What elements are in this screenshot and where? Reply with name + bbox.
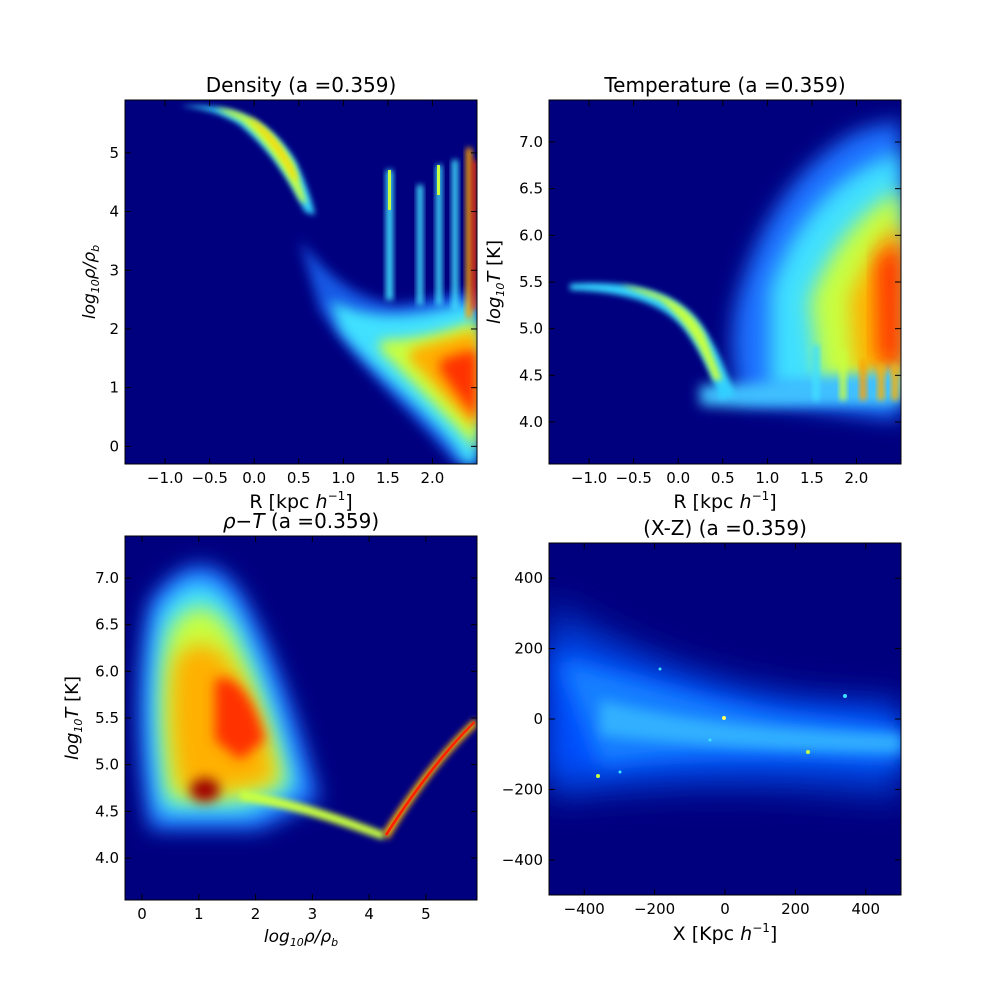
y-tick-label: 6.5: [519, 180, 543, 198]
y-tick-label: 4: [109, 203, 119, 221]
chart-title: (X-Z) (a =0.359): [643, 516, 807, 540]
y-axis-label: log10ρ/ρb: [80, 245, 102, 319]
y-tick-label: 0: [533, 710, 543, 728]
y-tick-label: 400: [514, 569, 543, 587]
y-tick-label: 4.5: [95, 802, 119, 820]
x-ticks: 0 1 2 3 4 5: [137, 536, 431, 923]
panel-temperature: −1.0 −0.5 0.0 0.5 1.0 1.5 2.0 4.0 4.5 5.0 5.5 6.0 6…: [484, 73, 902, 513]
x-axis-label: R [kpc h−1]: [673, 489, 776, 513]
y-tick-label: 7.0: [519, 133, 543, 151]
chart-title: ρ−T (a =0.359): [223, 509, 379, 533]
x-tick-label: −1.0: [571, 469, 607, 487]
y-tick-label: 1: [109, 379, 119, 397]
panel-x-z: −400 −200 0 200 400 −400 −200 0 200 400 (X-Z) (a…: [502, 516, 902, 945]
x-tick-label: 0.5: [287, 469, 311, 487]
y-tick-label: 5.0: [95, 756, 119, 774]
chart-title: Density (a =0.359): [206, 73, 397, 97]
x-tick-label: 3: [308, 905, 318, 923]
x-tick-label: 0.0: [242, 469, 266, 487]
x-tick-label: 2: [251, 905, 261, 923]
x-tick-label: −0.5: [615, 469, 651, 487]
x-tick-label: −400: [564, 900, 605, 918]
x-axis-label: R [kpc h−1]: [249, 489, 352, 513]
heatmap-x-z: [549, 600, 901, 800]
x-axis-label: X [Kpc h−1]: [673, 921, 778, 945]
heatmap-temperature: [570, 120, 901, 420]
y-tick-label: −200: [502, 780, 543, 798]
x-ticks: −1.0 −0.5 0.0 0.5 1.0 1.5 2.0: [147, 100, 444, 487]
x-tick-label: −1.0: [147, 469, 183, 487]
x-tick-label: 0.0: [666, 469, 690, 487]
y-ticks: 4.0 4.5 5.0 5.5 6.0 6.5 7.0: [95, 569, 477, 867]
x-tick-label: 5: [421, 905, 431, 923]
y-tick-label: 2: [109, 320, 119, 338]
y-tick-label: 6.0: [95, 662, 119, 680]
x-tick-label: 0.5: [711, 469, 735, 487]
x-tick-label: 4: [364, 905, 374, 923]
x-tick-label: −0.5: [191, 469, 227, 487]
y-ticks: −400 −200 0 200 400: [502, 569, 901, 869]
panel-rho-t: 0 1 2 3 4 5 4.0 4.5 5.0 5.5 6.0 6.5 7.0 ρ−T (a =0.3…: [62, 509, 478, 949]
y-tick-label: 0: [109, 437, 119, 455]
y-tick-label: 200: [514, 640, 543, 658]
y-tick-label: 5: [109, 144, 119, 162]
x-tick-label: 200: [781, 900, 810, 918]
y-tick-label: 6.0: [519, 226, 543, 244]
y-tick-label: −400: [502, 851, 543, 869]
x-ticks: −1.0 −0.5 0.0 0.5 1.0 1.5 2.0: [571, 100, 868, 487]
heatmap-density: [180, 105, 477, 464]
chart-title: Temperature (a =0.359): [603, 73, 845, 97]
panel-density: −1.0 −0.5 0.0 0.5 1.0 1.5 2.0 0 1 2 3 4 5 Density (…: [80, 73, 478, 513]
x-tick-label: 1.0: [755, 469, 779, 487]
y-ticks: 4.0 4.5 5.0 5.5 6.0 6.5 7.0: [519, 133, 901, 431]
y-tick-label: 5.0: [519, 320, 543, 338]
y-tick-label: 6.5: [95, 616, 119, 634]
y-tick-label: 4.0: [95, 849, 119, 867]
y-axis-label: log10T [K]: [484, 240, 507, 324]
y-tick-label: 4.0: [519, 413, 543, 431]
x-tick-label: 1.0: [331, 469, 355, 487]
x-axis-label: log10ρ/ρb: [264, 927, 338, 949]
x-tick-label: 1: [194, 905, 204, 923]
y-ticks: 0 1 2 3 4 5: [109, 144, 477, 455]
x-tick-label: 2.0: [421, 469, 445, 487]
y-tick-label: 5.5: [519, 273, 543, 291]
y-tick-label: 4.5: [519, 366, 543, 384]
x-ticks: −400 −200 0 200 400: [564, 543, 880, 918]
x-tick-label: −200: [634, 900, 675, 918]
y-tick-label: 5.5: [95, 709, 119, 727]
x-tick-label: 1.5: [800, 469, 824, 487]
x-tick-label: 400: [851, 900, 880, 918]
y-tick-label: 3: [109, 261, 119, 279]
x-tick-label: 0: [137, 905, 147, 923]
heatmap-rho-t: [138, 564, 477, 840]
x-tick-label: 0: [720, 900, 730, 918]
x-tick-label: 1.5: [376, 469, 400, 487]
y-axis-label: log10T [K]: [62, 676, 85, 760]
x-tick-label: 2.0: [845, 469, 869, 487]
y-tick-label: 7.0: [95, 569, 119, 587]
